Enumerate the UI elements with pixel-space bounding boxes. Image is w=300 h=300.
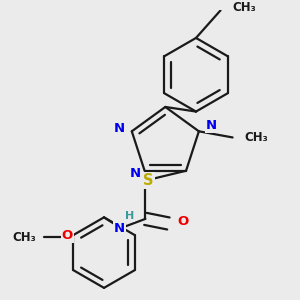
Text: CH₃: CH₃ — [245, 131, 268, 144]
Text: CH₃: CH₃ — [13, 231, 37, 244]
Text: O: O — [61, 229, 73, 242]
Text: CH₃: CH₃ — [233, 1, 256, 14]
Text: H: H — [125, 211, 135, 221]
Text: N: N — [114, 222, 125, 235]
Text: N: N — [114, 122, 125, 135]
Text: S: S — [143, 173, 154, 188]
Text: N: N — [206, 119, 217, 132]
Text: N: N — [130, 167, 141, 180]
Text: O: O — [178, 215, 189, 228]
